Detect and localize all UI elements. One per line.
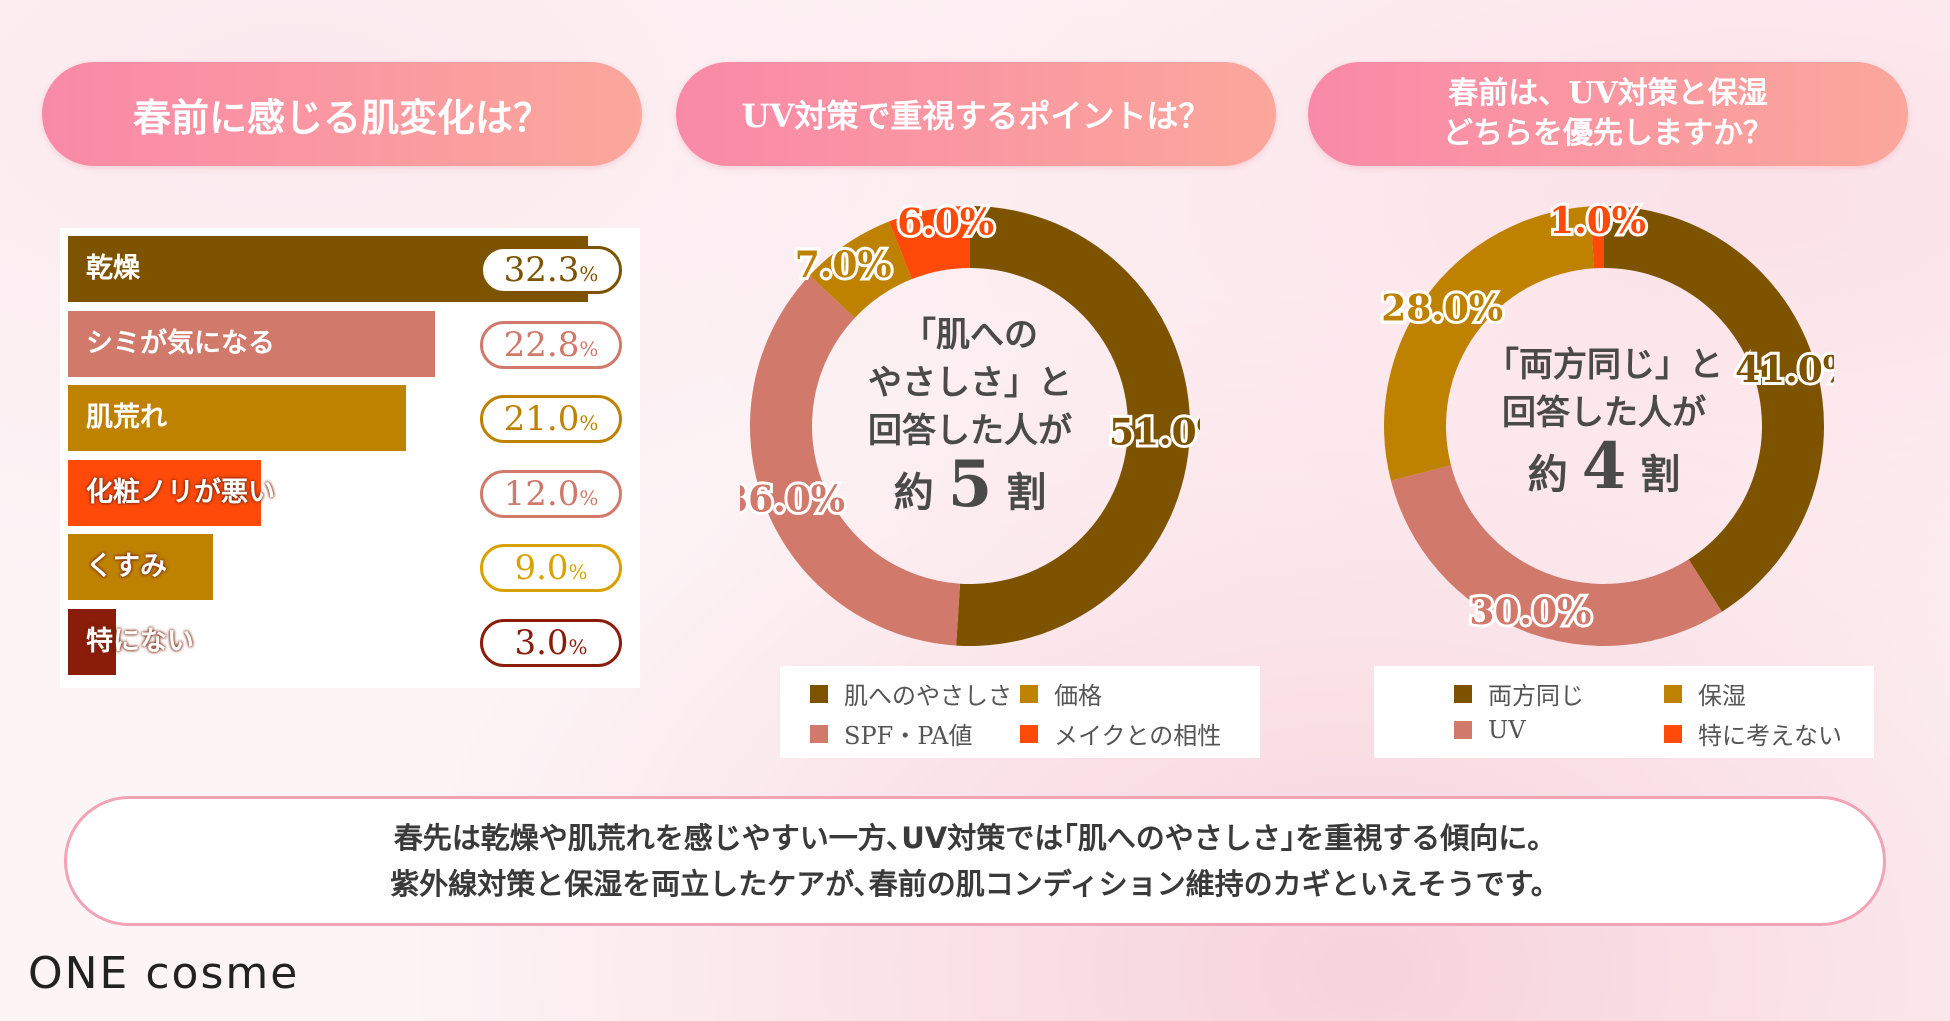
donut-center-text: 「肌への: [902, 315, 1038, 355]
donut-slice: [809, 221, 912, 318]
question-title-skin-change: 春前に感じる肌変化は？: [42, 62, 642, 166]
legend-uv-point: 肌へのやさしさ 価格 SPF・PA値 メイクとの相性: [780, 666, 1260, 758]
legend-label: 肌へのやさしさ: [844, 682, 1012, 710]
bar: [68, 459, 262, 526]
bar: [68, 534, 213, 601]
legend-swatch: [1664, 724, 1682, 743]
legend-item: 肌へのやさしさ: [810, 676, 1012, 711]
bar-label: シミが気になる: [86, 327, 275, 359]
bar: [68, 385, 407, 452]
donut-slice: [1390, 465, 1722, 646]
bar-label: 肌荒れ: [86, 402, 167, 434]
donut-center-text: やさしさ」と: [868, 363, 1072, 403]
donut-slice: [889, 206, 970, 280]
donut-value-label: 7.0%: [795, 244, 892, 286]
legend-item: 保湿: [1664, 676, 1746, 711]
donut-value-label: 30.0%: [1469, 591, 1591, 633]
legend-swatch: [1454, 721, 1472, 739]
title-text-line2: どちらを優先しますか？: [1443, 116, 1773, 151]
donut-center-text: 回答した人が: [1502, 393, 1706, 433]
donut-value-label: 36.0%: [740, 479, 845, 521]
legend-label: 保湿: [1698, 682, 1746, 710]
legend-swatch: [810, 724, 828, 743]
legend-label: 価格: [1054, 682, 1102, 710]
donut-slice: [1604, 206, 1824, 612]
bar-value-label: 9.0%: [480, 544, 622, 593]
bar-label: 化粧ノリが悪い: [86, 476, 275, 508]
bar-row: 肌荒れ 21.0%: [68, 385, 628, 452]
legend-priority: 両方同じ 保湿 UV 特に考えない: [1374, 666, 1874, 758]
donut-value-label: 6.0%: [897, 201, 994, 243]
brand-logo: ONE cosme: [28, 948, 299, 999]
bar-value-label: 21.0%: [480, 395, 622, 444]
donut-value-label: 1.0%: [1549, 200, 1646, 242]
legend-item: 価格: [1020, 676, 1102, 711]
legend-label: 特に考えない: [1698, 722, 1842, 750]
bar: [68, 609, 117, 675]
donut-slice: [750, 275, 961, 646]
legend-item: SPF・PA値: [810, 716, 973, 751]
bar-label: くすみ: [86, 551, 167, 583]
title-text: 春前に感じる肌変化は？: [132, 94, 551, 140]
donut-center-highlight: 約 4 割: [1528, 429, 1680, 504]
donut-value-label: 41.0%: [1735, 349, 1834, 391]
legend-swatch: [1454, 684, 1472, 703]
legend-label: 両方同じ: [1488, 682, 1584, 710]
donut-slice: [956, 206, 1190, 646]
legend-swatch: [1664, 684, 1682, 703]
legend-swatch: [1020, 684, 1038, 703]
bar-value-label: 3.0%: [480, 619, 622, 667]
bar: [68, 310, 436, 377]
legend-item: 両方同じ: [1454, 676, 1584, 711]
bar-value-label: 22.8%: [480, 320, 622, 369]
question-title-uv-point: UV対策で重視するポイントは？: [676, 62, 1276, 166]
legend-label: メイクとの相性: [1054, 722, 1222, 750]
legend-item: メイクとの相性: [1020, 716, 1221, 751]
bar-row: シミが気になる 22.8%: [68, 310, 628, 377]
donut-slice: [1590, 206, 1604, 269]
bar-value-label: 32.3%: [480, 246, 622, 294]
legend-item: UV: [1454, 716, 1526, 744]
summary-line2: 紫外線対策と保湿を両立したケアが､春前の肌コンディション維持のカギといえそうです…: [390, 867, 1560, 901]
donut-value-label: 51.0%: [1109, 411, 1200, 453]
donut-slice: [1384, 206, 1595, 481]
bar-row: 化粧ノリが悪い 12.0%: [68, 459, 628, 526]
legend-swatch: [810, 684, 828, 703]
bar-row: くすみ 9.0%: [68, 534, 628, 601]
title-text-line1: 春前は、UV対策と保湿: [1448, 76, 1768, 111]
bar-label: 乾燥: [86, 253, 140, 284]
donut-value-label: 28.0%: [1381, 287, 1503, 329]
legend-label: SPF・PA値: [844, 722, 973, 750]
legend-item: 特に考えない: [1664, 716, 1842, 751]
donut-center-text: 「両方同じ」と: [1485, 345, 1723, 385]
summary-box: 春先は乾燥や肌荒れを感じやすい一方､UV対策では｢肌へのやさしさ｣を重視する傾向…: [64, 796, 1886, 926]
legend-swatch: [1020, 724, 1038, 743]
title-text: UV対策で重視するポイントは？: [741, 97, 1211, 135]
bar-row: 乾燥 32.3%: [68, 236, 628, 302]
legend-label: UV: [1488, 716, 1526, 744]
summary-line1: 春先は乾燥や肌荒れを感じやすい一方､UV対策では｢肌へのやさしさ｣を重視する傾向…: [393, 821, 1557, 855]
bar-value-label: 12.0%: [480, 469, 622, 518]
bar-label: 特にない: [86, 626, 194, 657]
donut-center-text: 回答した人が: [868, 411, 1072, 451]
bar-chart-skin-change: 乾燥 32.3% シミが気になる 22.8% 肌荒れ 21.0% 化粧ノリが悪い 12.0% く…: [60, 228, 640, 688]
bar-row: 特にない 3.0%: [68, 609, 628, 675]
logo-text: ONE cosme: [28, 948, 300, 999]
donut-center-highlight: 約 5 割: [894, 447, 1046, 522]
question-title-priority: 春前は、UV対策と保湿 どちらを優先しますか？: [1308, 62, 1908, 166]
